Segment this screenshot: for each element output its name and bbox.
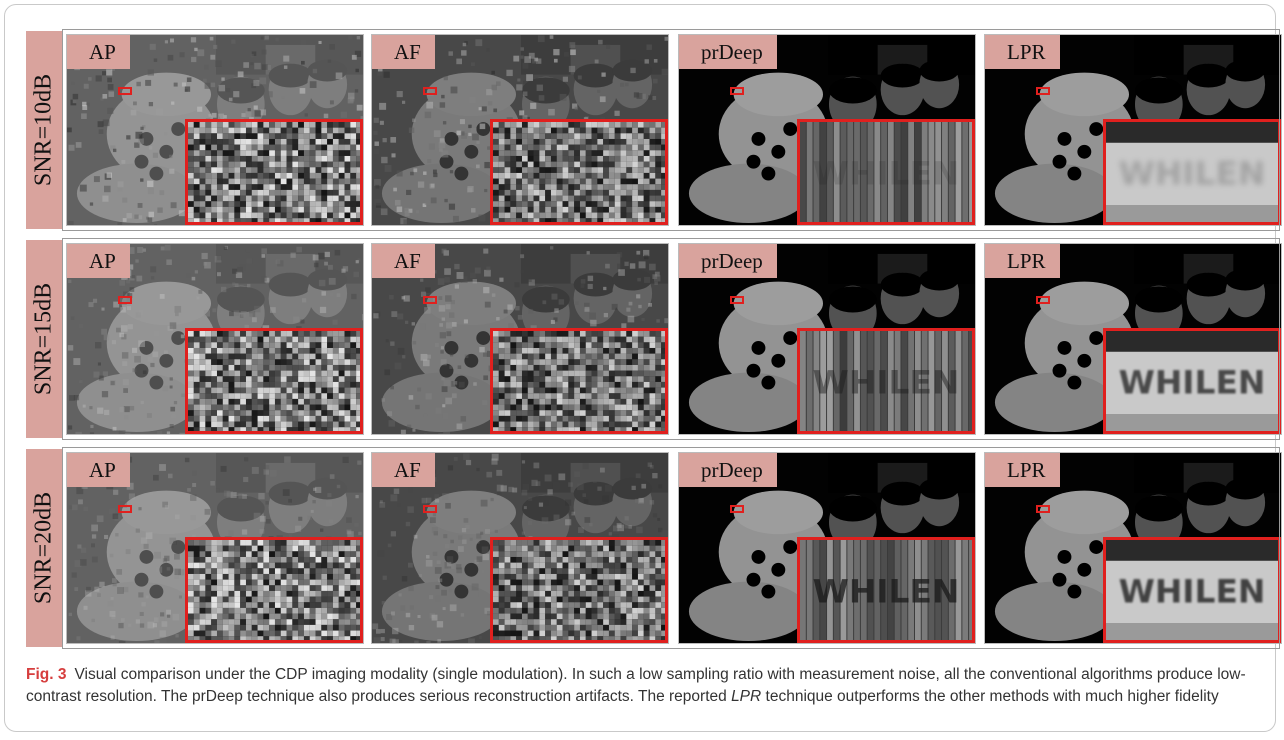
zoom-text: WHILEN (813, 364, 960, 402)
result-panel: LPR WHILEN (984, 243, 1282, 435)
snr-row: SNR=20dB AP AF prDeep WHILEN LPR WHILEN (26, 449, 1282, 647)
snr-label: SNR=15dB (26, 240, 62, 438)
result-panel: prDeep WHILEN (678, 243, 976, 435)
zoom-inset (185, 328, 363, 434)
method-label: LPR (985, 244, 1060, 278)
roi-marker (730, 505, 744, 513)
caption-italic-term: LPR (731, 688, 762, 705)
zoom-inset: WHILEN (797, 537, 975, 643)
method-label: LPR (985, 453, 1060, 487)
zoom-text: WHILEN (813, 155, 960, 193)
result-panel: prDeep WHILEN (678, 34, 976, 226)
roi-marker (730, 296, 744, 304)
zoom-inset (185, 119, 363, 225)
zoom-inset (490, 328, 668, 434)
zoom-text: WHILEN (1119, 155, 1266, 193)
result-panel: AF (371, 243, 669, 435)
roi-marker (1036, 505, 1050, 513)
zoom-inset (490, 537, 668, 643)
method-label: AP (67, 453, 130, 487)
method-label: prDeep (679, 453, 777, 487)
roi-marker (423, 87, 437, 95)
result-panel: AF (371, 34, 669, 226)
snr-label-text: SNR=10dB (30, 73, 57, 187)
method-label: AP (67, 244, 130, 278)
roi-marker (423, 296, 437, 304)
snr-row: SNR=10dB AP AF prDeep WHILEN LPR WHILEN (26, 31, 1282, 229)
roi-marker (118, 296, 132, 304)
snr-label-text: SNR=15dB (30, 282, 57, 396)
roi-marker (730, 87, 744, 95)
zoom-text: WHILEN (1119, 573, 1266, 611)
result-panel: AP (66, 34, 364, 226)
caption-text-part1: Visual comparison under the CDP imaging … (26, 666, 1246, 705)
zoom-inset: WHILEN (1103, 119, 1281, 225)
caption-text-part2: technique outperforms the other methods … (761, 688, 1219, 705)
roi-marker (1036, 296, 1050, 304)
figure-caption: Fig. 3 Visual comparison under the CDP im… (26, 664, 1262, 708)
method-label: prDeep (679, 35, 777, 69)
result-panel: AP (66, 452, 364, 644)
roi-marker (118, 87, 132, 95)
roi-marker (423, 505, 437, 513)
snr-row: SNR=15dB AP AF prDeep WHILEN LPR WHILEN (26, 240, 1282, 438)
zoom-text: WHILEN (813, 573, 960, 611)
zoom-inset: WHILEN (1103, 328, 1281, 434)
method-label: AP (67, 35, 130, 69)
zoom-inset (185, 537, 363, 643)
zoom-inset: WHILEN (1103, 537, 1281, 643)
roi-marker (118, 505, 132, 513)
result-panel: AP (66, 243, 364, 435)
method-label: AF (372, 244, 435, 278)
snr-label: SNR=10dB (26, 31, 62, 229)
method-label: prDeep (679, 244, 777, 278)
result-panel: LPR WHILEN (984, 452, 1282, 644)
result-panel: prDeep WHILEN (678, 452, 976, 644)
method-label: AF (372, 35, 435, 69)
zoom-text: WHILEN (1119, 364, 1266, 402)
method-label: AF (372, 453, 435, 487)
figure-number: Fig. 3 (26, 666, 67, 683)
snr-label-text: SNR=20dB (30, 491, 57, 605)
zoom-inset: WHILEN (797, 119, 975, 225)
zoom-inset (490, 119, 668, 225)
zoom-inset: WHILEN (797, 328, 975, 434)
snr-label: SNR=20dB (26, 449, 62, 647)
result-panel: LPR WHILEN (984, 34, 1282, 226)
roi-marker (1036, 87, 1050, 95)
result-panel: AF (371, 452, 669, 644)
method-label: LPR (985, 35, 1060, 69)
